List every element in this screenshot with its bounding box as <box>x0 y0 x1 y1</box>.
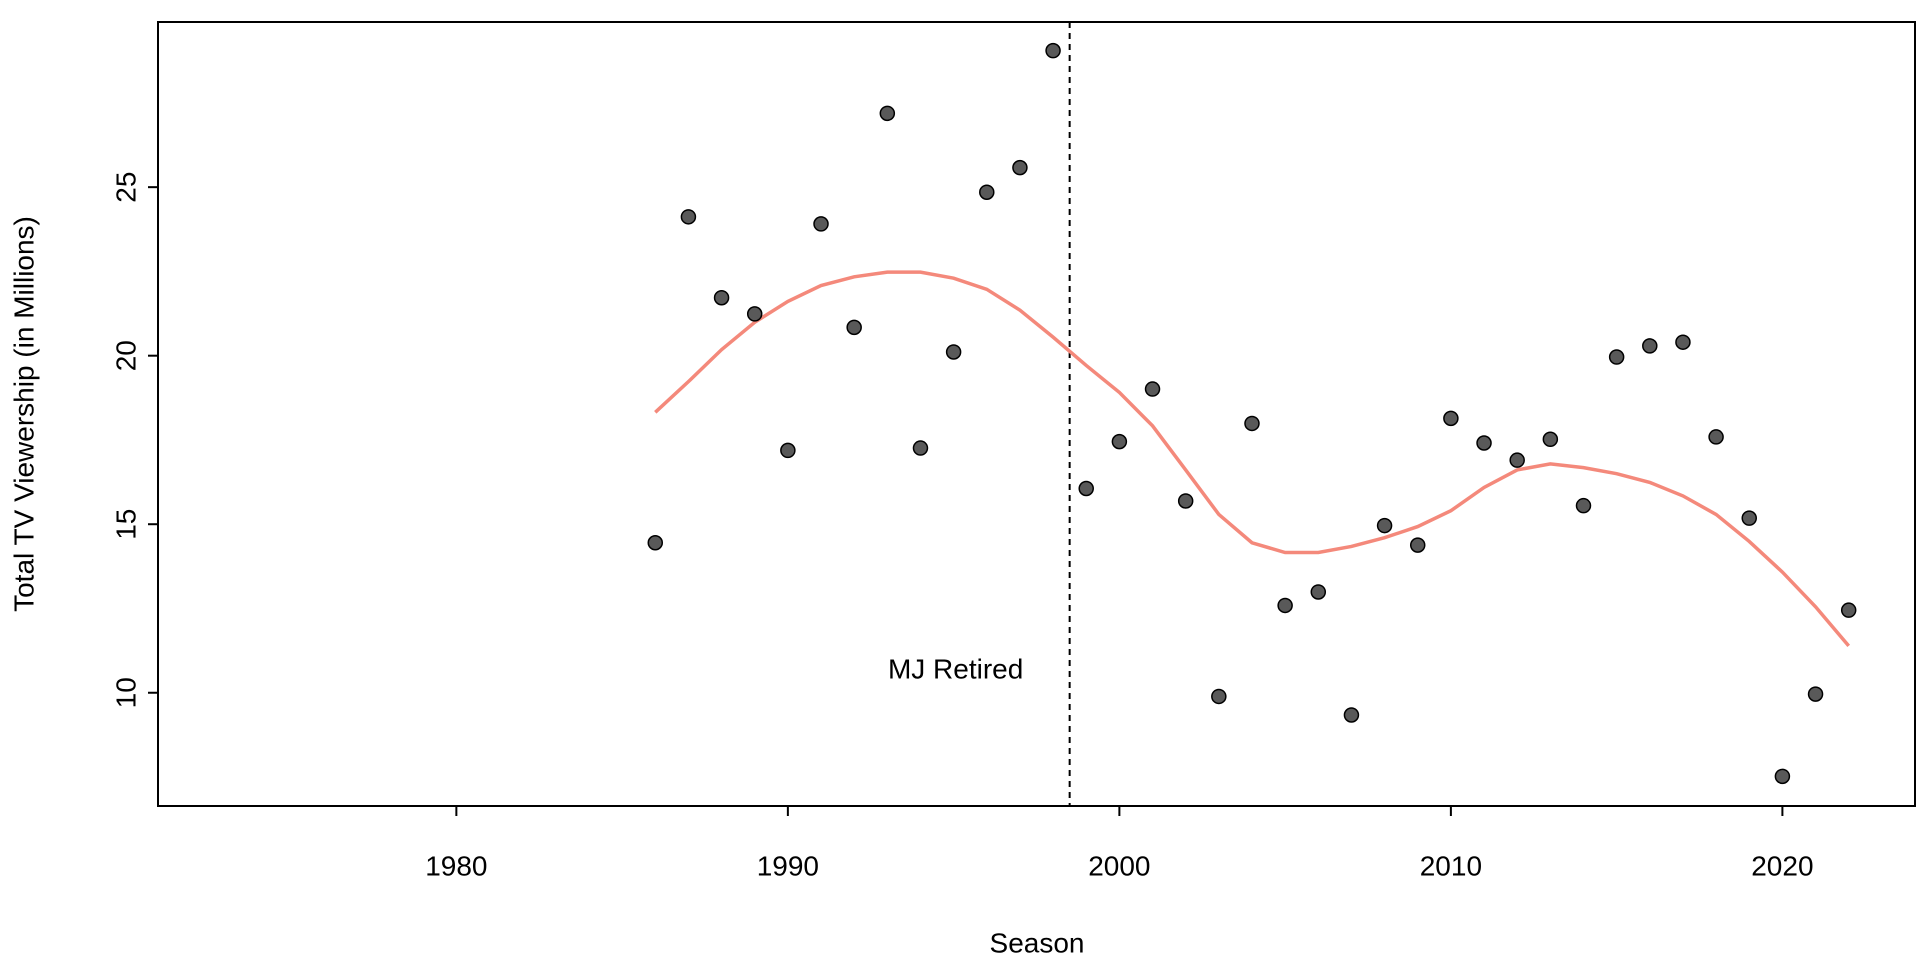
point <box>680 209 697 225</box>
smooth-line <box>654 270 1851 648</box>
point <box>1409 537 1426 553</box>
point <box>746 306 763 322</box>
point <box>1807 686 1824 702</box>
point <box>1177 493 1194 509</box>
point <box>1012 159 1028 176</box>
y-tick-label: 10 <box>110 677 141 708</box>
point <box>1244 415 1260 432</box>
point <box>1840 602 1857 618</box>
y-tick-label: 15 <box>110 509 141 540</box>
point <box>1310 584 1327 600</box>
y-axis-title: Total TV Viewership (in Millions) <box>8 216 39 612</box>
point <box>1708 429 1724 445</box>
point <box>1376 517 1393 534</box>
point <box>1078 480 1094 497</box>
point <box>780 442 796 459</box>
point <box>647 535 664 551</box>
x-tick-label: 1990 <box>757 850 819 881</box>
x-tick-label: 2010 <box>1420 850 1482 881</box>
point <box>1675 334 1691 350</box>
x-tick-label: 1980 <box>425 850 487 881</box>
y-tick-label: 25 <box>110 172 141 203</box>
point <box>1509 452 1525 468</box>
point <box>1608 349 1625 365</box>
point <box>1045 42 1061 59</box>
point <box>1542 431 1559 448</box>
x-tick-label: 2020 <box>1751 850 1813 881</box>
point <box>979 184 995 200</box>
point <box>813 216 829 232</box>
annotation: MJ Retired <box>888 653 1023 684</box>
point <box>1211 688 1227 705</box>
point <box>1741 510 1757 526</box>
plot-frame <box>157 21 1916 807</box>
point <box>912 440 929 456</box>
point <box>1277 597 1293 614</box>
point <box>846 319 862 336</box>
point <box>1144 381 1161 397</box>
point <box>1343 707 1360 723</box>
point <box>945 344 962 360</box>
x-tick-label: 2000 <box>1088 850 1150 881</box>
point <box>1476 435 1492 451</box>
point <box>713 289 730 306</box>
point <box>1642 338 1658 354</box>
point <box>1575 497 1592 514</box>
point <box>1443 410 1459 427</box>
y-tick-label: 20 <box>110 340 141 371</box>
point <box>1111 433 1128 450</box>
point <box>1774 768 1791 785</box>
x-axis-title: Season <box>990 927 1085 958</box>
point <box>879 105 896 122</box>
